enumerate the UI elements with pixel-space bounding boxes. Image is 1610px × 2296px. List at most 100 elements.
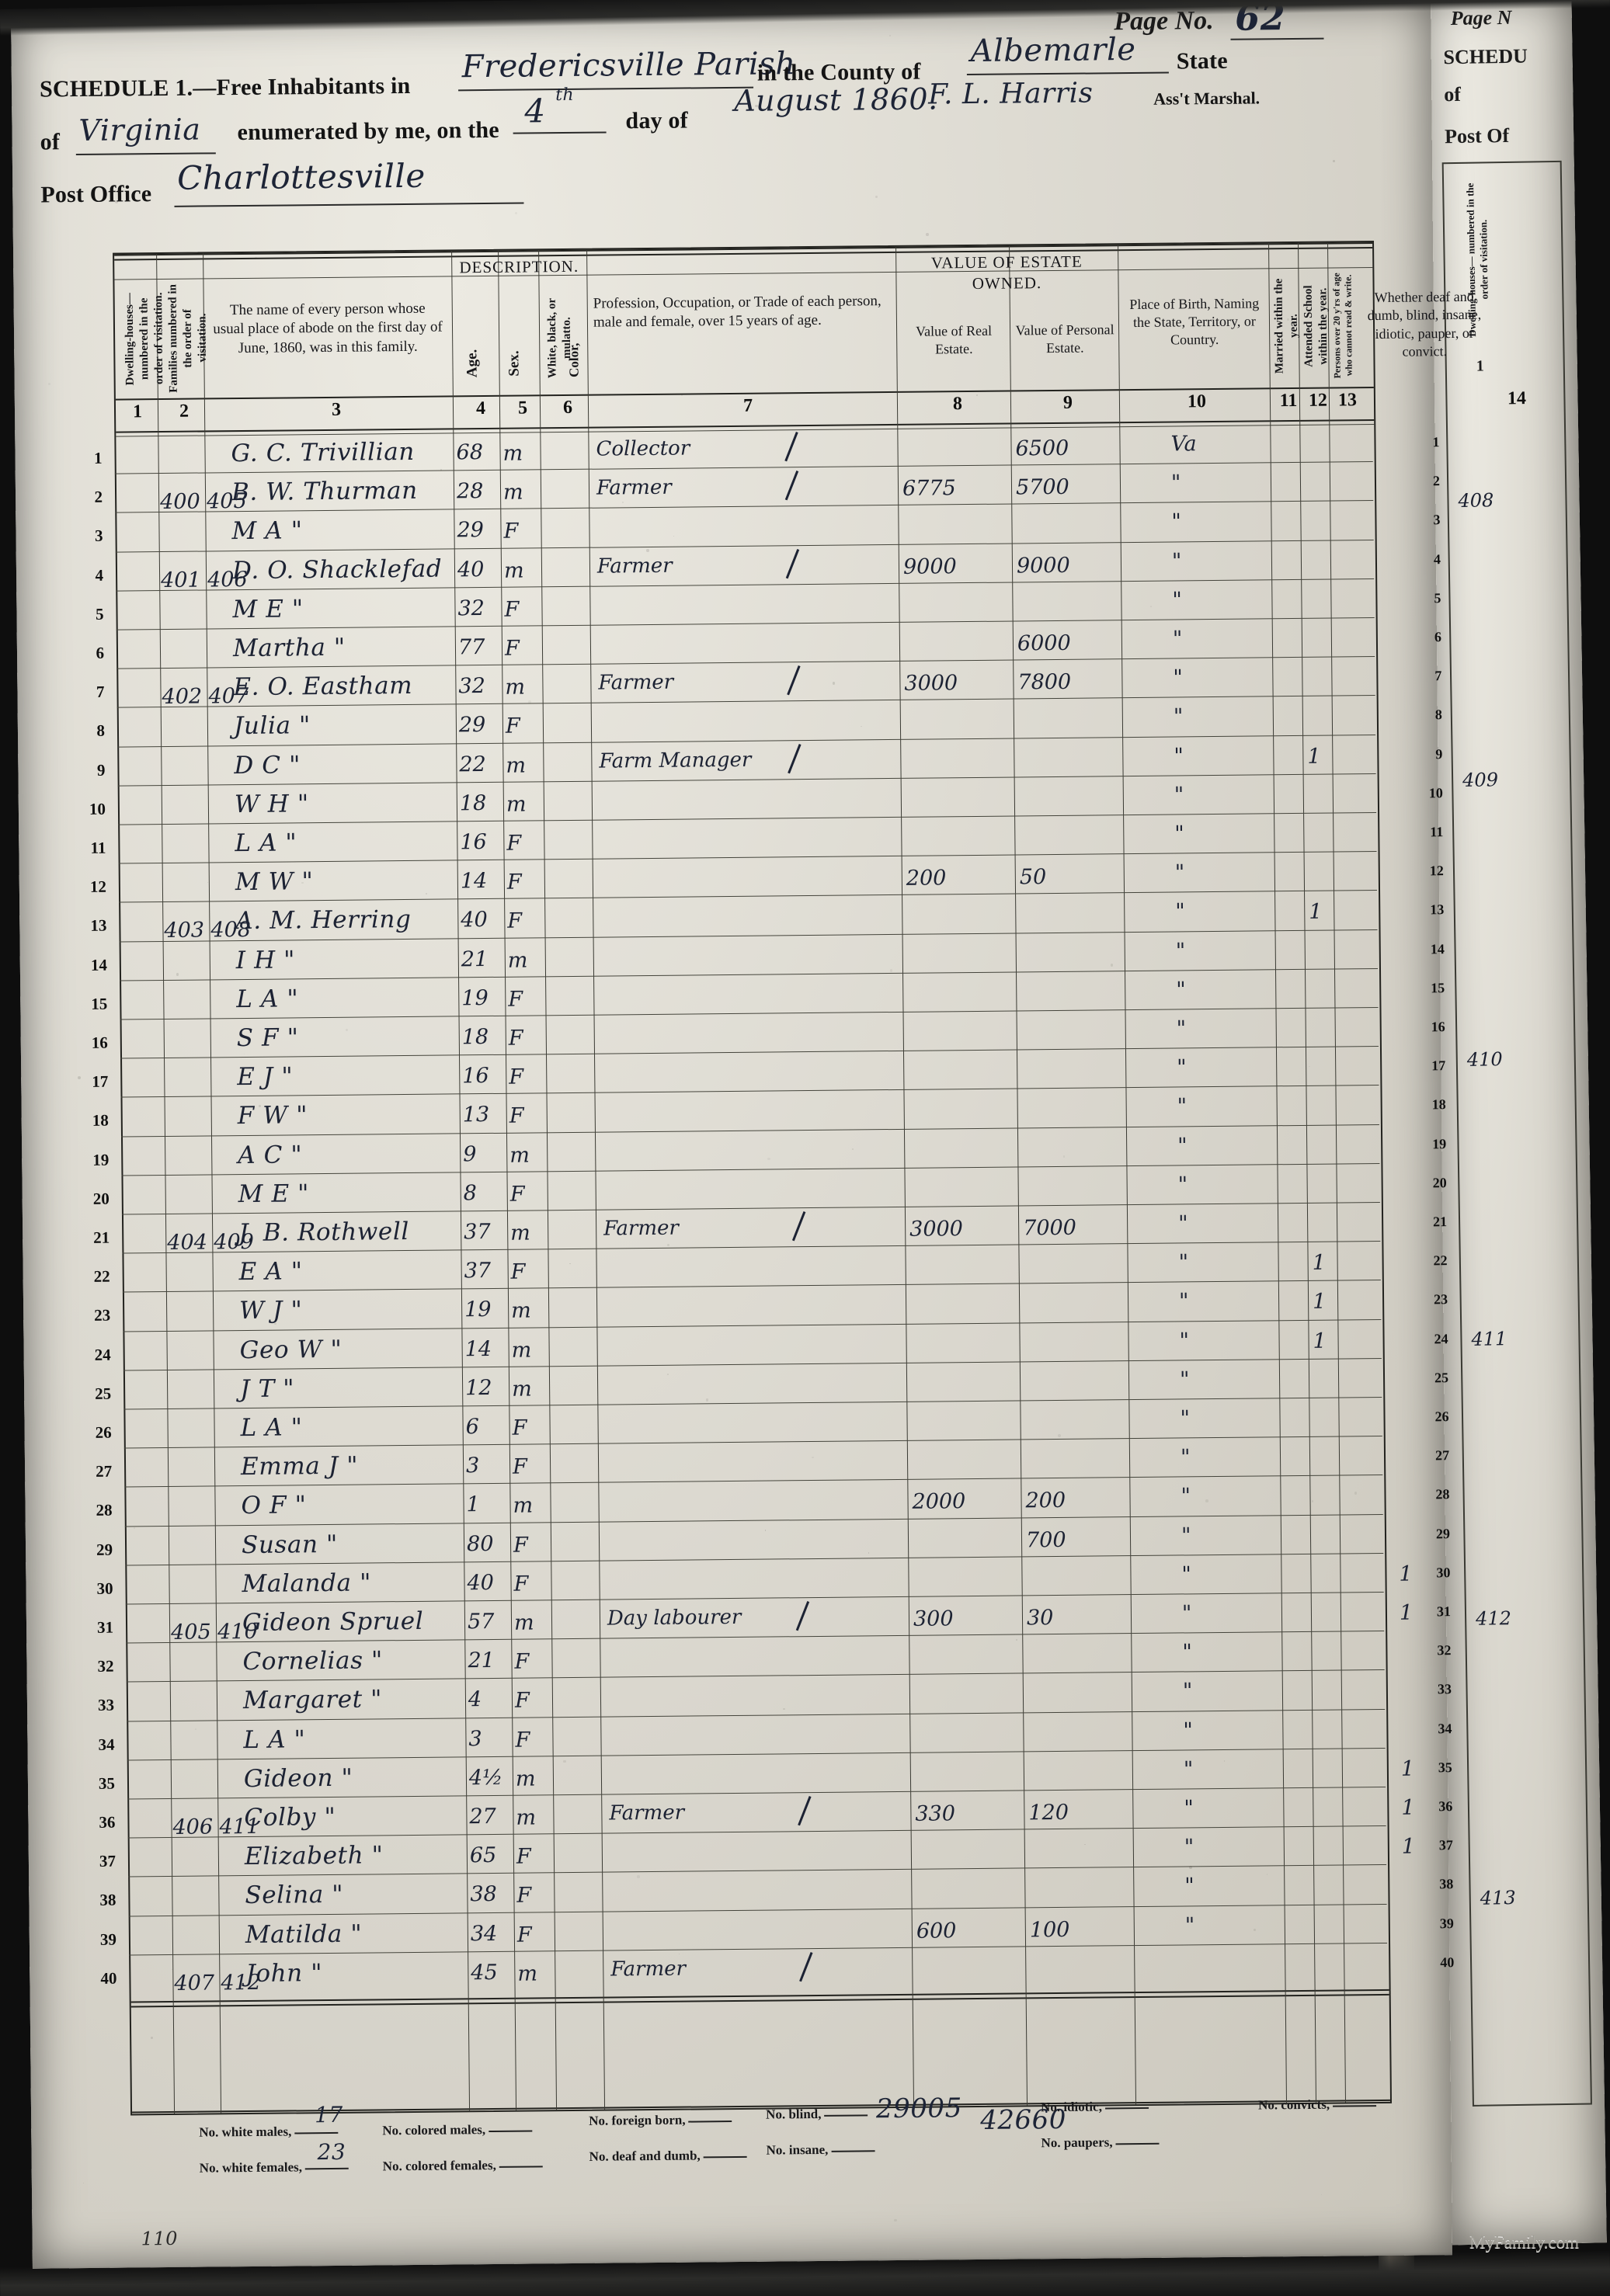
cell-sex: F bbox=[506, 714, 520, 738]
column-number-3: 3 bbox=[324, 400, 349, 421]
cell-person-name: A. M. Herring bbox=[235, 905, 411, 935]
paper-speck bbox=[767, 1158, 770, 1160]
col-header-occupation: Profession, Occupation, or Trade of each… bbox=[593, 292, 892, 332]
cell-age: 21 bbox=[461, 947, 489, 971]
row-number-right: 23 bbox=[1412, 1292, 1448, 1308]
paper-speck bbox=[134, 1527, 135, 1529]
row-number-left: 34 bbox=[72, 1735, 114, 1755]
row-number-left: 14 bbox=[65, 955, 107, 975]
cell-age: 19 bbox=[461, 986, 489, 1010]
cell-person-name: J T " bbox=[240, 1374, 294, 1403]
cell-sex: F bbox=[506, 832, 521, 856]
footer-blind: No. blind, bbox=[766, 2106, 871, 2122]
cell-person-name: M A " bbox=[231, 517, 302, 546]
right-page-family-number: 412 bbox=[1476, 1607, 1511, 1630]
cell-sex: F bbox=[509, 1026, 523, 1051]
cell-person-name: O F " bbox=[241, 1492, 306, 1520]
cell-infirmity: 1 bbox=[1400, 1601, 1413, 1625]
cell-person-name: Elizabeth " bbox=[245, 1842, 384, 1871]
col-sep-5 bbox=[538, 250, 557, 2110]
row-number-left: 29 bbox=[71, 1540, 113, 1560]
row-number-left: 4 bbox=[61, 565, 103, 585]
row-number-right: 2 bbox=[1404, 473, 1440, 489]
row-number-left: 36 bbox=[73, 1813, 115, 1833]
cell-occupation: Collector bbox=[596, 436, 690, 460]
cell-sex: F bbox=[505, 637, 520, 661]
white-males-value: 17 bbox=[315, 2102, 343, 2128]
cell-birthplace: " bbox=[1180, 1367, 1190, 1391]
paper-speck bbox=[1224, 1760, 1226, 1762]
cell-real-estate: 200 bbox=[906, 867, 947, 891]
row-number-left: 11 bbox=[64, 839, 106, 859]
cell-person-name: John " bbox=[245, 1959, 322, 1988]
row-number-right: 1 bbox=[1403, 434, 1439, 450]
paper-speck bbox=[1205, 1499, 1208, 1502]
cell-occupation: Farmer bbox=[596, 476, 672, 500]
cell-sex: F bbox=[503, 519, 518, 544]
cell-person-name: L A " bbox=[243, 1725, 305, 1754]
cell-person-name: E. O. Eastham bbox=[233, 672, 412, 701]
cell-person-name: Geo W " bbox=[239, 1335, 342, 1363]
marshal-title: Ass't Marshal. bbox=[1153, 88, 1260, 109]
paper-speck bbox=[926, 233, 929, 236]
paper-speck bbox=[889, 35, 891, 36]
cell-birthplace: " bbox=[1177, 1095, 1188, 1119]
row-number-right: 25 bbox=[1413, 1370, 1448, 1386]
cell-person-name: M E " bbox=[238, 1179, 310, 1208]
cell-age: 37 bbox=[464, 1220, 491, 1244]
cell-sex: m bbox=[508, 948, 528, 972]
row-number-left: 38 bbox=[74, 1891, 116, 1911]
cell-personal-estate: 700 bbox=[1026, 1527, 1066, 1551]
cell-birthplace: " bbox=[1184, 1796, 1194, 1820]
cell-age: 3 bbox=[466, 1454, 479, 1478]
col-header-married: Married within the year. bbox=[1271, 269, 1297, 383]
row-number-right: 38 bbox=[1417, 1877, 1453, 1893]
cell-sex: F bbox=[517, 1923, 532, 1947]
column-number-2: 2 bbox=[172, 401, 196, 422]
group-value-estate-header: VALUE OF ESTATE OWNED. bbox=[895, 251, 1118, 294]
cell-sex: m bbox=[506, 792, 527, 816]
cell-sex: m bbox=[511, 1299, 531, 1323]
row-number-right: 26 bbox=[1413, 1409, 1448, 1425]
cell-person-name: F W " bbox=[238, 1102, 308, 1131]
cell-sex: F bbox=[504, 597, 519, 621]
cell-birthplace: " bbox=[1181, 1485, 1191, 1509]
county-value: Albemarle bbox=[970, 32, 1135, 69]
cell-birthplace: " bbox=[1179, 1290, 1189, 1314]
cell-person-name: E J " bbox=[237, 1063, 293, 1092]
paper-speck bbox=[622, 502, 624, 503]
cell-attended-school: 1 bbox=[1307, 744, 1320, 768]
row-number-left: 10 bbox=[64, 800, 106, 820]
col-sep-12 bbox=[1327, 243, 1346, 2103]
cell-sex: F bbox=[508, 987, 523, 1011]
cell-sex: F bbox=[516, 1845, 531, 1869]
cell-person-name: Margaret " bbox=[243, 1686, 382, 1715]
paper-speck bbox=[440, 469, 442, 471]
cell-age: 80 bbox=[467, 1532, 494, 1556]
parish-value: Fredericsville Parish bbox=[462, 46, 796, 85]
cell-birthplace: " bbox=[1173, 627, 1183, 651]
cell-birthplace: " bbox=[1177, 1056, 1187, 1080]
cell-birthplace: " bbox=[1180, 1406, 1190, 1430]
cell-sex: m bbox=[509, 1143, 530, 1167]
cell-person-name: L A " bbox=[235, 828, 297, 857]
row-number-left: 28 bbox=[71, 1501, 113, 1521]
cell-infirmity: 1 bbox=[1401, 1796, 1414, 1820]
cell-personal-estate: 120 bbox=[1028, 1801, 1069, 1825]
row-number-left: 5 bbox=[61, 605, 103, 625]
cell-person-name: S F " bbox=[237, 1023, 299, 1052]
col-sep-7 bbox=[895, 247, 914, 2107]
cell-age: 3 bbox=[468, 1727, 482, 1751]
cell-birthplace: " bbox=[1175, 900, 1185, 924]
group-band-rule bbox=[114, 267, 1372, 280]
foreign-born-label: No. foreign born, bbox=[589, 2113, 686, 2128]
paper-speck bbox=[637, 1875, 640, 1878]
row-number-left: 35 bbox=[73, 1773, 115, 1794]
column-number-4: 4 bbox=[468, 398, 493, 419]
paper-speck bbox=[528, 700, 531, 703]
cell-age: 77 bbox=[458, 635, 485, 659]
footer-idiotic: No. idiotic, bbox=[1041, 2099, 1152, 2115]
row-number-right: 12 bbox=[1408, 863, 1444, 879]
cell-person-name: W J " bbox=[239, 1297, 303, 1325]
cell-age: 68 bbox=[456, 440, 483, 464]
